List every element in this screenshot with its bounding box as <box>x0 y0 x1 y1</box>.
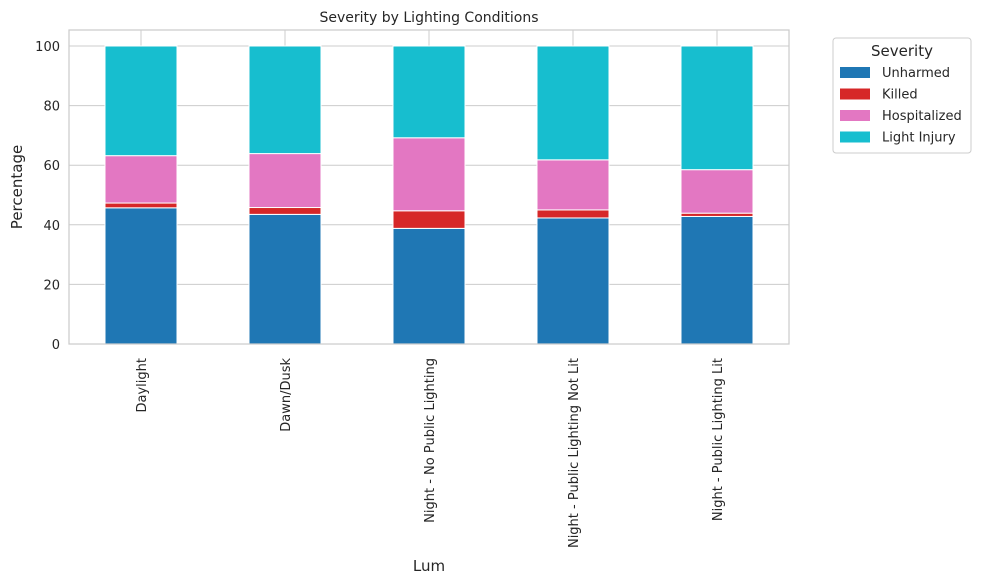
bars <box>104 45 754 345</box>
bar-segment-killed <box>248 207 322 215</box>
bar-segment-unharmed <box>680 215 754 345</box>
y-tick-label: 60 <box>43 159 60 174</box>
x-tick-label: Night - Public Lighting Not Lit <box>567 358 582 548</box>
bar-segment-light-injury <box>680 45 754 171</box>
legend-title: Severity <box>871 42 933 60</box>
bar-segment-unharmed <box>248 213 322 345</box>
y-tick-label: 80 <box>43 100 60 115</box>
bar-segment-light-injury <box>536 45 610 161</box>
y-ticks: 0 20 40 60 80 100 <box>35 40 60 353</box>
y-axis-label: Percentage <box>8 145 26 229</box>
bar-segment-hospitalized <box>392 137 466 212</box>
bar-segment-killed <box>536 209 610 219</box>
bar-segment-hospitalized <box>536 159 610 211</box>
legend-swatch <box>840 88 870 100</box>
x-tick-label: Daylight <box>135 358 150 412</box>
legend: Severity Unharmed Killed Hospitalized Light… <box>832 37 972 154</box>
bar-segment-unharmed <box>536 217 610 345</box>
chart-title: Severity by Lighting Conditions <box>319 10 538 26</box>
plot-frame <box>68 29 790 345</box>
x-ticks: Daylight Dawn/Dusk Night - No Public Light… <box>135 358 726 549</box>
y-tick-label: 100 <box>35 40 60 55</box>
bar-segment-hospitalized <box>104 155 178 204</box>
legend-box <box>832 37 972 154</box>
legend-swatch <box>840 67 870 78</box>
bar-segment-unharmed <box>392 227 466 345</box>
x-tick-label: Night - Public Lighting Lit <box>711 358 726 521</box>
y-tick-label: 40 <box>43 219 60 234</box>
legend-swatch <box>840 131 870 143</box>
bar-segment-light-injury <box>248 45 322 155</box>
legend-label: Unharmed <box>882 66 950 81</box>
bar-segment-light-injury <box>104 45 178 157</box>
y-tick-label: 0 <box>52 338 60 353</box>
y-tick-label: 20 <box>43 278 60 293</box>
legend-label: Light Injury <box>882 131 956 146</box>
bar-segment-hospitalized <box>248 153 322 209</box>
bar-segment-hospitalized <box>680 169 754 214</box>
legend-swatch <box>840 110 870 121</box>
legend-label: Hospitalized <box>882 109 962 124</box>
x-tick-label: Dawn/Dusk <box>279 358 294 432</box>
bar-segment-light-injury <box>392 45 466 139</box>
bar-segment-unharmed <box>104 207 178 345</box>
legend-label: Killed <box>882 88 918 103</box>
x-axis-label: Lum <box>413 557 445 575</box>
bar-segment-killed <box>104 202 178 209</box>
bar-segment-killed <box>392 210 466 229</box>
x-tick-label: Night - No Public Lighting <box>423 358 438 523</box>
